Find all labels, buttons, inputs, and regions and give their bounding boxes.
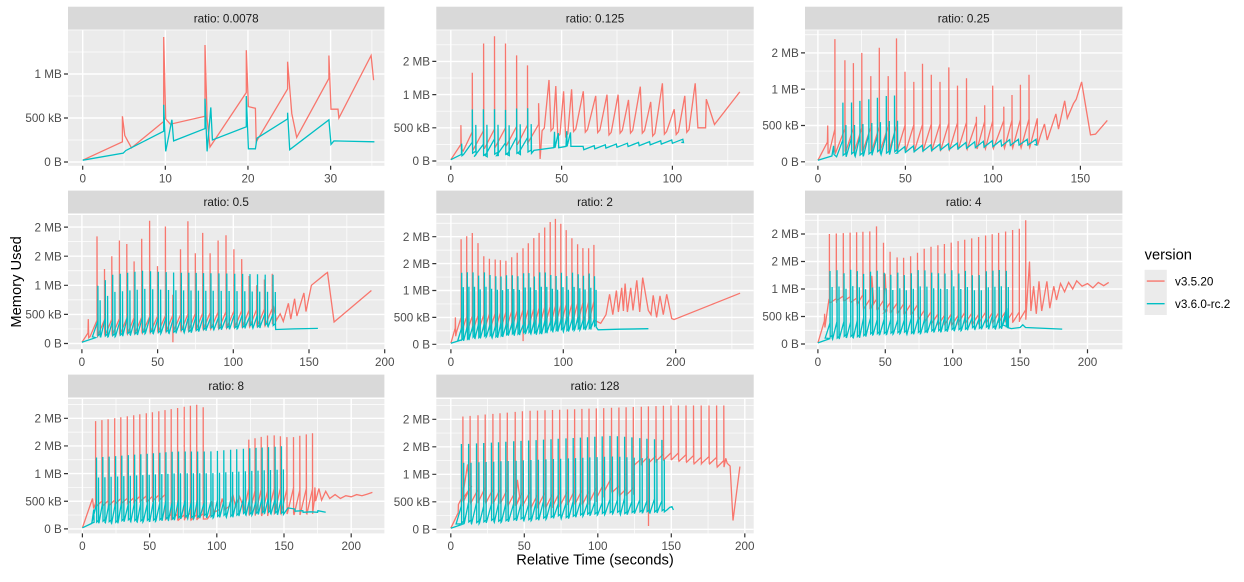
svg-text:2 MB: 2 MB	[403, 231, 430, 244]
svg-text:100: 100	[663, 172, 683, 185]
svg-text:Memory Used: Memory Used	[9, 236, 25, 327]
svg-text:100: 100	[207, 540, 227, 553]
svg-text:100: 100	[983, 172, 1003, 185]
svg-text:50: 50	[879, 356, 893, 369]
svg-text:100: 100	[588, 540, 608, 553]
svg-text:50: 50	[899, 172, 913, 185]
svg-text:2 MB: 2 MB	[403, 56, 430, 69]
svg-text:0 B: 0 B	[413, 339, 431, 352]
svg-text:ratio: 0.25: ratio: 0.25	[938, 12, 990, 25]
svg-text:150: 150	[662, 540, 682, 553]
svg-text:500 kB: 500 kB	[25, 495, 62, 508]
svg-text:1 MB: 1 MB	[403, 285, 430, 298]
svg-text:150: 150	[1010, 356, 1030, 369]
svg-text:500 kB: 500 kB	[394, 496, 431, 509]
svg-text:200: 200	[735, 540, 755, 553]
svg-text:0 B: 0 B	[44, 338, 62, 351]
svg-text:200: 200	[341, 540, 361, 553]
svg-text:version: version	[1145, 247, 1192, 263]
svg-text:2 MB: 2 MB	[35, 413, 62, 426]
svg-text:500 kB: 500 kB	[25, 309, 62, 322]
svg-text:500 kB: 500 kB	[394, 122, 431, 135]
svg-text:1 MB: 1 MB	[772, 83, 799, 96]
svg-text:150: 150	[1071, 172, 1091, 185]
svg-text:0 B: 0 B	[413, 524, 431, 537]
svg-text:10: 10	[159, 172, 173, 185]
svg-text:0: 0	[79, 540, 86, 553]
svg-text:ratio: 0.0078: ratio: 0.0078	[194, 12, 259, 25]
svg-text:ratio: 0.125: ratio: 0.125	[566, 12, 625, 25]
svg-text:0 B: 0 B	[781, 156, 799, 169]
svg-text:2 MB: 2 MB	[35, 221, 62, 234]
svg-text:100: 100	[554, 356, 574, 369]
svg-text:ratio: 8: ratio: 8	[208, 380, 244, 393]
svg-text:Relative Time (seconds): Relative Time (seconds)	[516, 552, 674, 568]
svg-text:50: 50	[151, 356, 165, 369]
svg-text:200: 200	[1078, 356, 1098, 369]
svg-text:2 MB: 2 MB	[403, 441, 430, 454]
svg-text:v3.6.0-rc.2: v3.6.0-rc.2	[1175, 298, 1230, 311]
svg-text:200: 200	[375, 356, 395, 369]
svg-text:0: 0	[815, 172, 822, 185]
svg-text:500 kB: 500 kB	[394, 312, 431, 325]
svg-text:100: 100	[943, 356, 963, 369]
svg-text:100: 100	[224, 356, 244, 369]
svg-text:ratio: 4: ratio: 4	[946, 196, 982, 209]
svg-text:0 B: 0 B	[413, 155, 431, 168]
svg-text:1 MB: 1 MB	[35, 468, 62, 481]
svg-text:ratio: 0.5: ratio: 0.5	[203, 196, 249, 209]
svg-text:2 MB: 2 MB	[772, 228, 799, 241]
svg-text:0: 0	[79, 356, 86, 369]
svg-text:2 MB: 2 MB	[403, 258, 430, 271]
svg-text:50: 50	[555, 172, 569, 185]
svg-text:1 MB: 1 MB	[403, 469, 430, 482]
svg-text:20: 20	[241, 172, 255, 185]
svg-text:2 MB: 2 MB	[772, 47, 799, 60]
svg-text:150: 150	[299, 356, 319, 369]
svg-text:150: 150	[274, 540, 294, 553]
svg-text:0 B: 0 B	[44, 523, 62, 536]
svg-text:2 MB: 2 MB	[772, 256, 799, 269]
svg-text:500 kB: 500 kB	[25, 112, 62, 125]
svg-text:1 MB: 1 MB	[35, 68, 62, 81]
svg-text:0: 0	[448, 540, 455, 553]
svg-text:0: 0	[79, 172, 86, 185]
svg-text:1 MB: 1 MB	[772, 283, 799, 296]
svg-text:2 MB: 2 MB	[403, 414, 430, 427]
svg-text:0 B: 0 B	[781, 338, 799, 351]
svg-text:30: 30	[324, 172, 338, 185]
svg-text:2 MB: 2 MB	[35, 440, 62, 453]
svg-text:0: 0	[448, 356, 455, 369]
svg-text:v3.5.20: v3.5.20	[1175, 275, 1214, 288]
svg-text:0: 0	[815, 356, 822, 369]
svg-text:2 MB: 2 MB	[35, 250, 62, 263]
svg-text:1 MB: 1 MB	[35, 280, 62, 293]
svg-text:1 MB: 1 MB	[403, 89, 430, 102]
svg-text:50: 50	[518, 540, 532, 553]
svg-text:0: 0	[448, 172, 455, 185]
svg-text:0 B: 0 B	[44, 156, 62, 169]
svg-text:ratio: 2: ratio: 2	[577, 196, 613, 209]
svg-text:50: 50	[143, 540, 157, 553]
svg-text:500 kB: 500 kB	[762, 120, 799, 133]
svg-text:200: 200	[666, 356, 686, 369]
svg-text:500 kB: 500 kB	[762, 311, 799, 324]
svg-text:ratio: 128: ratio: 128	[571, 380, 620, 393]
